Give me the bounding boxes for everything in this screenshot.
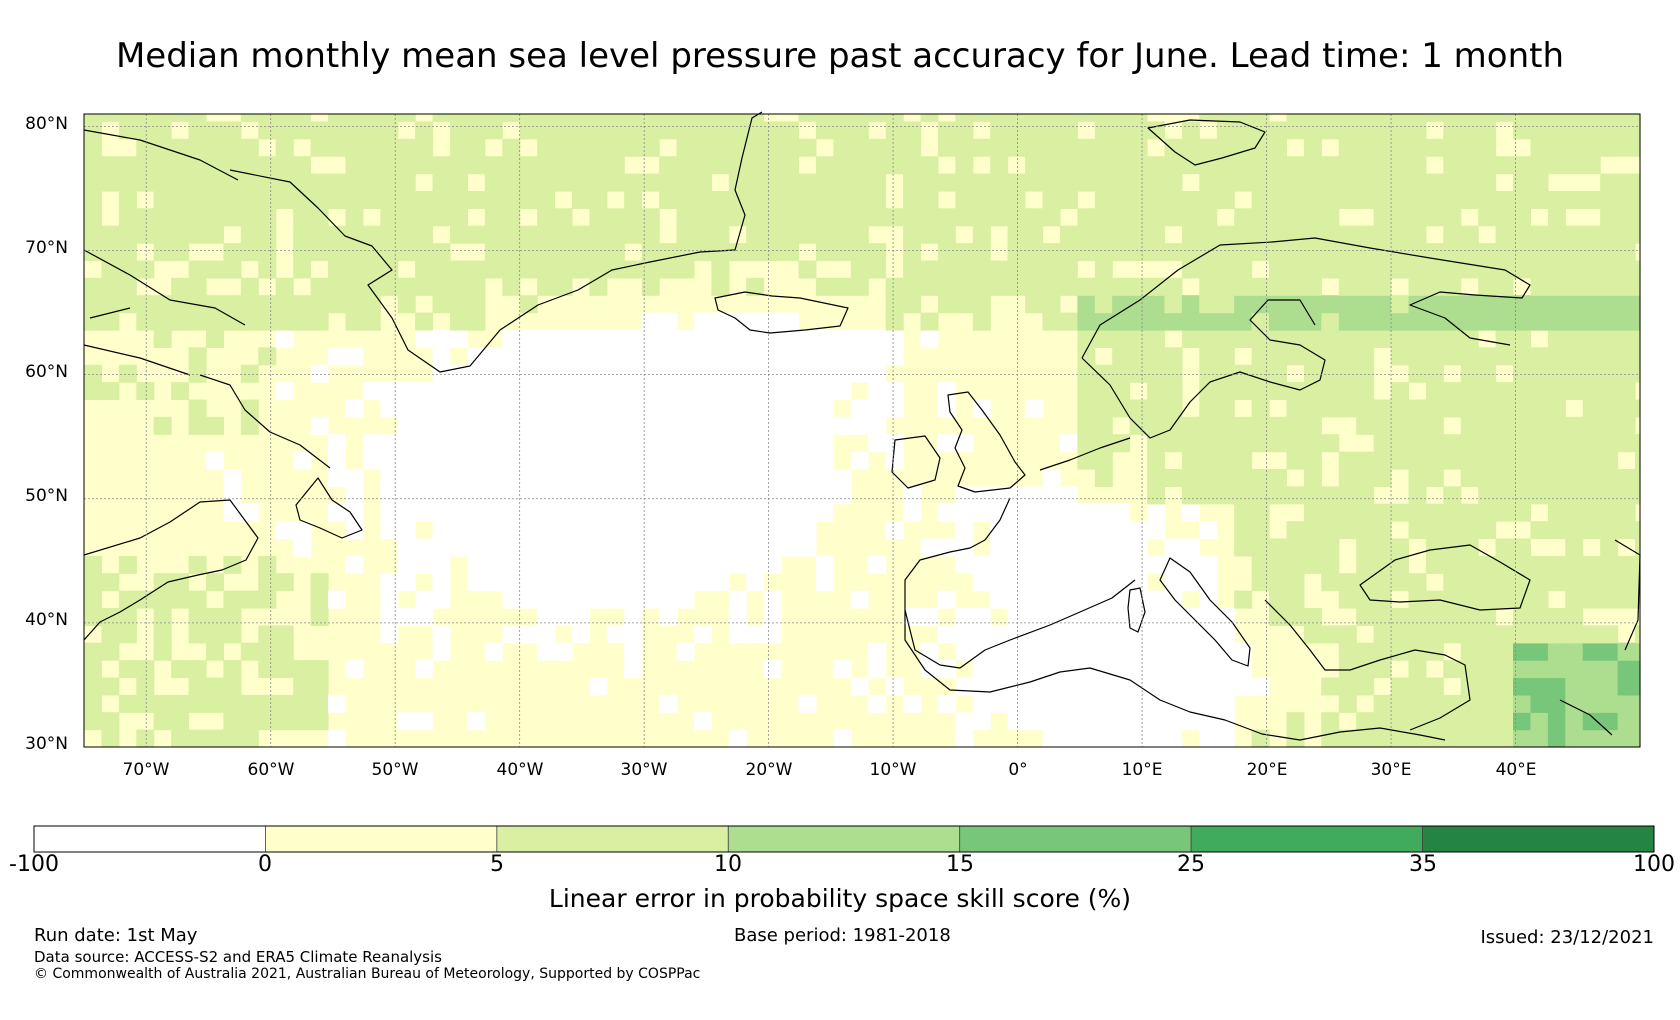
lon-label-30w: 30°W — [620, 760, 668, 780]
coastline-balkans — [1264, 599, 1471, 731]
lat-label-70n: 70°N — [25, 238, 68, 258]
colorbar-segment — [33, 825, 266, 853]
coastline-great-britain — [947, 391, 1026, 493]
colorbar-segment — [1422, 825, 1655, 853]
lon-label-70w: 70°W — [122, 760, 170, 780]
lon-label-40w: 40°W — [496, 760, 544, 780]
colorbar-segment — [727, 825, 961, 853]
lon-label-10e: 10°E — [1121, 760, 1163, 780]
issued-date: Issued: 23/12/2021 — [1480, 927, 1654, 948]
colorbar-tick: 5 — [490, 852, 504, 877]
lat-label-60n: 60°N — [25, 362, 68, 382]
coastline-scandinavia — [1081, 237, 1531, 439]
lon-label-30e: 30°E — [1370, 760, 1412, 780]
lon-label-0: 0° — [1008, 760, 1028, 780]
chart-title: Median monthly mean sea level pressure p… — [115, 36, 1565, 76]
colorbar-tick: 10 — [714, 852, 742, 877]
lat-label-40n: 40°N — [25, 610, 68, 630]
coastline-europe-west — [904, 437, 1136, 669]
data-source: Data source: ACCESS-S2 and ERA5 Climate … — [34, 948, 442, 966]
coastline-newfoundland — [295, 477, 363, 539]
skill-field — [84, 114, 1641, 748]
coastline-italy — [1159, 557, 1251, 667]
colorbar-tick: 35 — [1409, 852, 1437, 877]
colorbar-segment — [1190, 825, 1423, 853]
lon-label-20e: 20°E — [1246, 760, 1288, 780]
lon-label-10w: 10°W — [869, 760, 917, 780]
base-period: Base period: 1981-2018 — [734, 925, 951, 946]
coastline-ireland — [891, 435, 941, 489]
coastline-svalbard — [1147, 119, 1266, 166]
colorbar-segment — [496, 825, 729, 853]
colorbar-tick: -100 — [9, 852, 59, 877]
lon-label-60w: 60°W — [247, 760, 295, 780]
lat-label-50n: 50°N — [25, 486, 68, 506]
colorbar-tick: 0 — [258, 852, 272, 877]
colorbar — [33, 825, 1655, 853]
colorbar-segment — [959, 825, 1192, 853]
graticule — [84, 114, 1640, 747]
colorbar-segment — [265, 825, 498, 853]
colorbar-tick: 100 — [1633, 852, 1675, 877]
map-frame — [83, 113, 1641, 748]
coastline-north-america — [83, 499, 259, 641]
coastlines — [83, 111, 1641, 741]
lon-label-50w: 50°W — [371, 760, 419, 780]
colorbar-tick: 25 — [1177, 852, 1205, 877]
coastline-east — [1559, 539, 1641, 736]
coastline-corsica-sardinia — [1127, 587, 1146, 633]
colorbar-label: Linear error in probability space skill … — [548, 884, 1132, 913]
lon-label-40e: 40°E — [1495, 760, 1537, 780]
colorbar-tick: 15 — [946, 852, 974, 877]
lat-label-80n: 80°N — [25, 114, 68, 134]
coastline-iceland — [714, 291, 849, 334]
colorbar-frame — [33, 825, 1655, 853]
lat-label-30n: 30°N — [25, 734, 68, 754]
coastline-baffin — [83, 129, 331, 469]
coastline-greenland — [229, 111, 763, 373]
copyright: © Commonwealth of Australia 2021, Austra… — [34, 966, 701, 982]
lon-label-20w: 20°W — [745, 760, 793, 780]
run-date: Run date: 1st May — [34, 925, 198, 946]
coastline-iberia-africa — [904, 610, 1446, 741]
coastline-black-sea — [1359, 544, 1531, 611]
